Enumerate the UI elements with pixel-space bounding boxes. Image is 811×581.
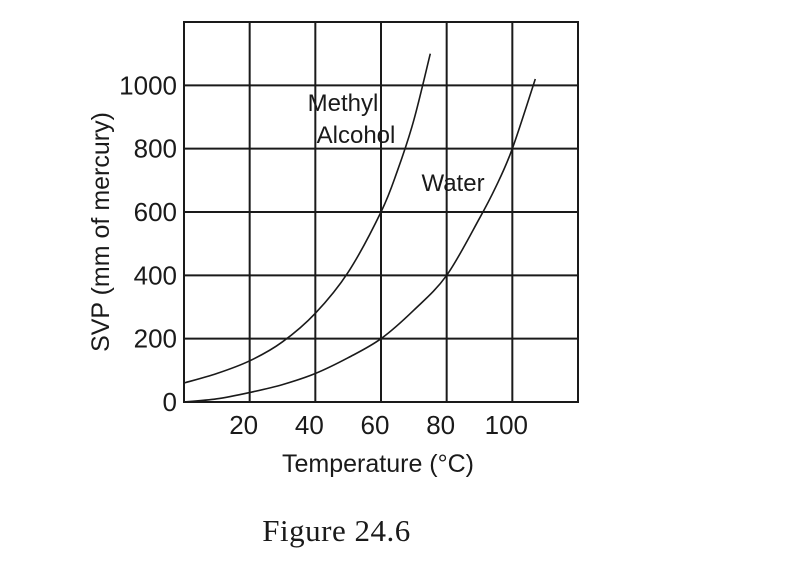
figure-caption: Figure 24.6 bbox=[262, 513, 411, 548]
x-tick-label-20: 20 bbox=[229, 410, 258, 440]
x-tick-label-80: 80 bbox=[426, 410, 455, 440]
svp-chart: 0 200 400 600 800 1000 20 40 60 80 100 Temperatur… bbox=[87, 21, 579, 478]
y-tick-label-1000: 1000 bbox=[119, 70, 177, 100]
y-tick-label-400: 400 bbox=[134, 260, 177, 290]
y-tick-labels: 0 200 400 600 800 1000 bbox=[119, 70, 177, 417]
curves bbox=[183, 53, 537, 403]
y-axis-title: SVP (mm of mercury) bbox=[87, 112, 115, 352]
x-tick-label-100: 100 bbox=[485, 410, 528, 440]
methyl-alcohol-curve bbox=[183, 53, 432, 384]
y-tick-label-0: 0 bbox=[163, 387, 177, 417]
y-tick-label-800: 800 bbox=[134, 134, 177, 164]
methyl-alcohol-label-line1: Methyl bbox=[308, 90, 379, 117]
x-tick-label-60: 60 bbox=[361, 410, 390, 440]
water-curve bbox=[183, 78, 537, 403]
x-tick-labels: 20 40 60 80 100 bbox=[229, 410, 528, 440]
x-tick-label-40: 40 bbox=[295, 410, 324, 440]
water-label: Water bbox=[421, 170, 484, 197]
y-tick-label-200: 200 bbox=[134, 324, 177, 354]
x-axis-title: Temperature (°C) bbox=[282, 450, 474, 478]
methyl-alcohol-label-line2: Alcohol bbox=[317, 122, 396, 149]
y-tick-label-600: 600 bbox=[134, 197, 177, 227]
